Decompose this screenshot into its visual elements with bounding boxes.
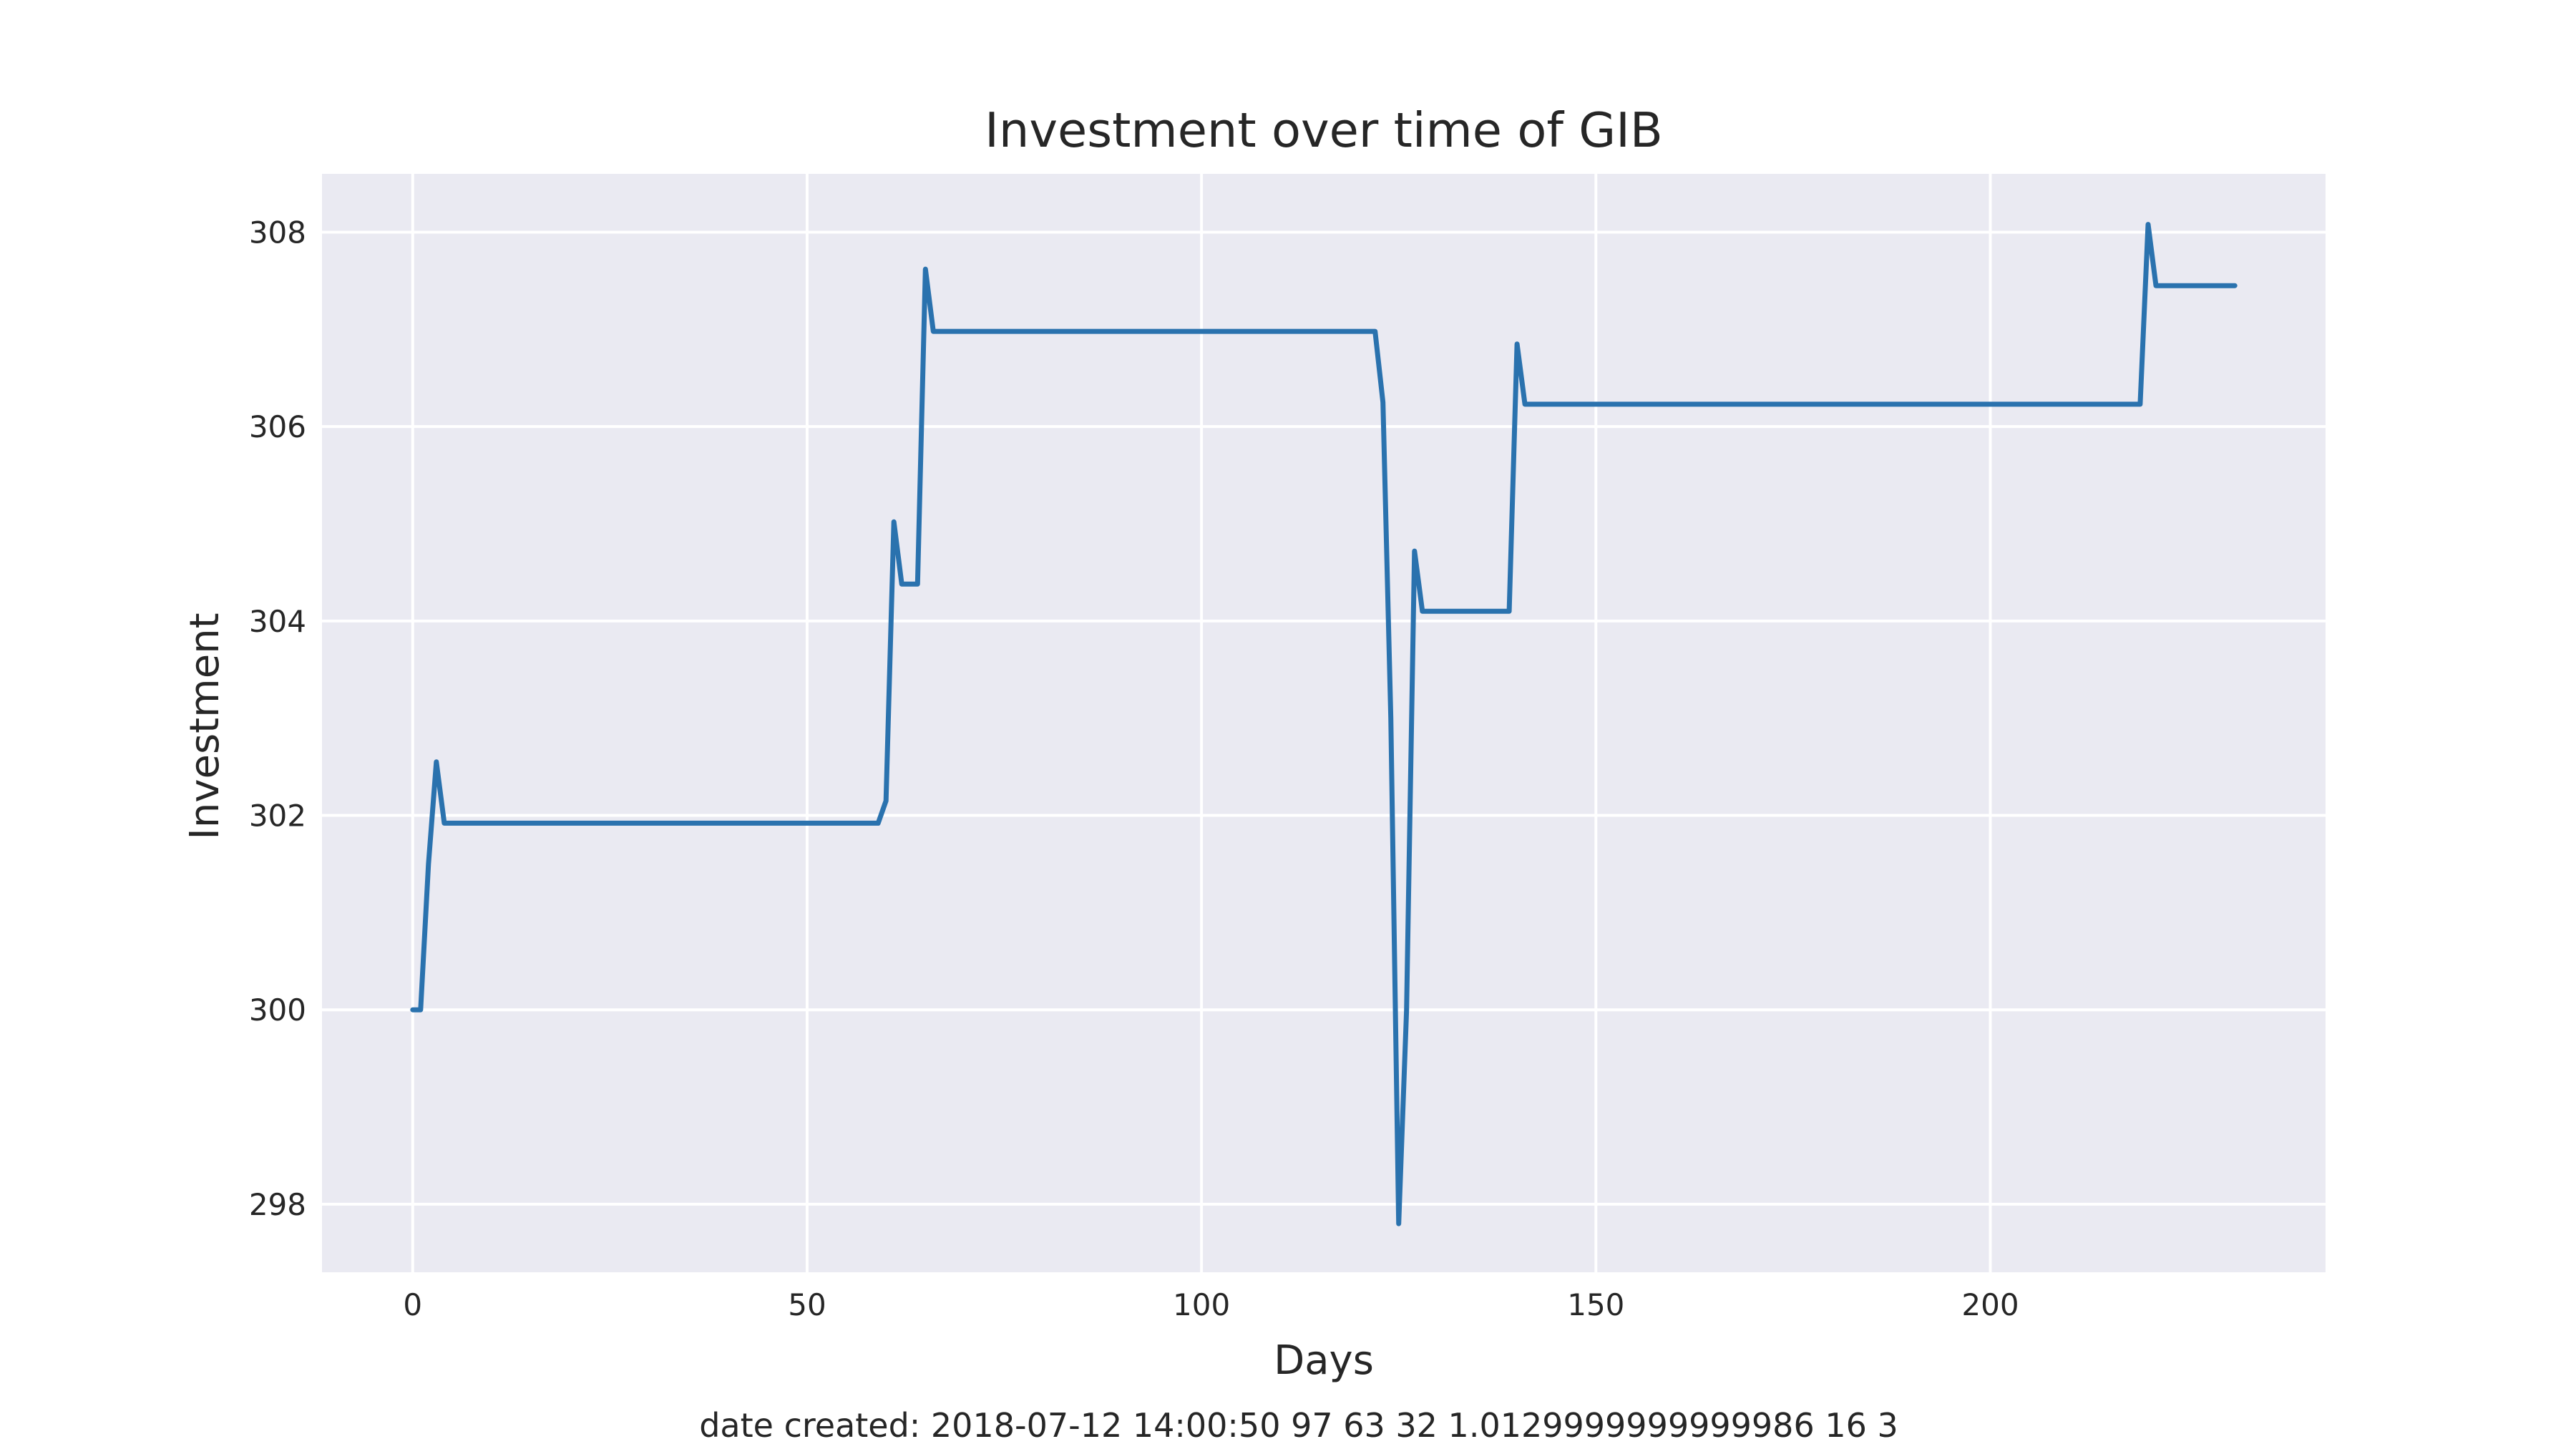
x-axis-label: Days — [1274, 1337, 1374, 1384]
x-tick-label: 100 — [1173, 1287, 1230, 1322]
chart-title: Investment over time of GIB — [985, 102, 1663, 158]
date-caption: date created: 2018-07-12 14:00:50 97 63 … — [699, 1406, 1898, 1445]
x-tick-label: 0 — [403, 1287, 422, 1322]
grid — [322, 174, 2326, 1272]
y-tick-label: 306 — [249, 409, 306, 444]
series-layer — [410, 222, 2238, 1226]
y-tick-label: 300 — [249, 992, 306, 1028]
x-tick-labels: 0 50 100 150 200 — [403, 1287, 2019, 1322]
series-line — [410, 222, 2238, 1226]
x-tick-label: 200 — [1961, 1287, 2019, 1322]
y-tick-label: 308 — [249, 215, 306, 250]
x-tick-label: 150 — [1567, 1287, 1624, 1322]
y-axis-label: Investment — [182, 613, 228, 839]
plot-area — [322, 174, 2326, 1272]
y-tick-label: 298 — [249, 1187, 306, 1222]
x-tick-label: 50 — [788, 1287, 826, 1322]
y-tick-labels: 298 300 302 304 306 308 — [249, 215, 306, 1222]
y-tick-label: 302 — [249, 799, 306, 834]
y-tick-label: 304 — [249, 604, 306, 639]
